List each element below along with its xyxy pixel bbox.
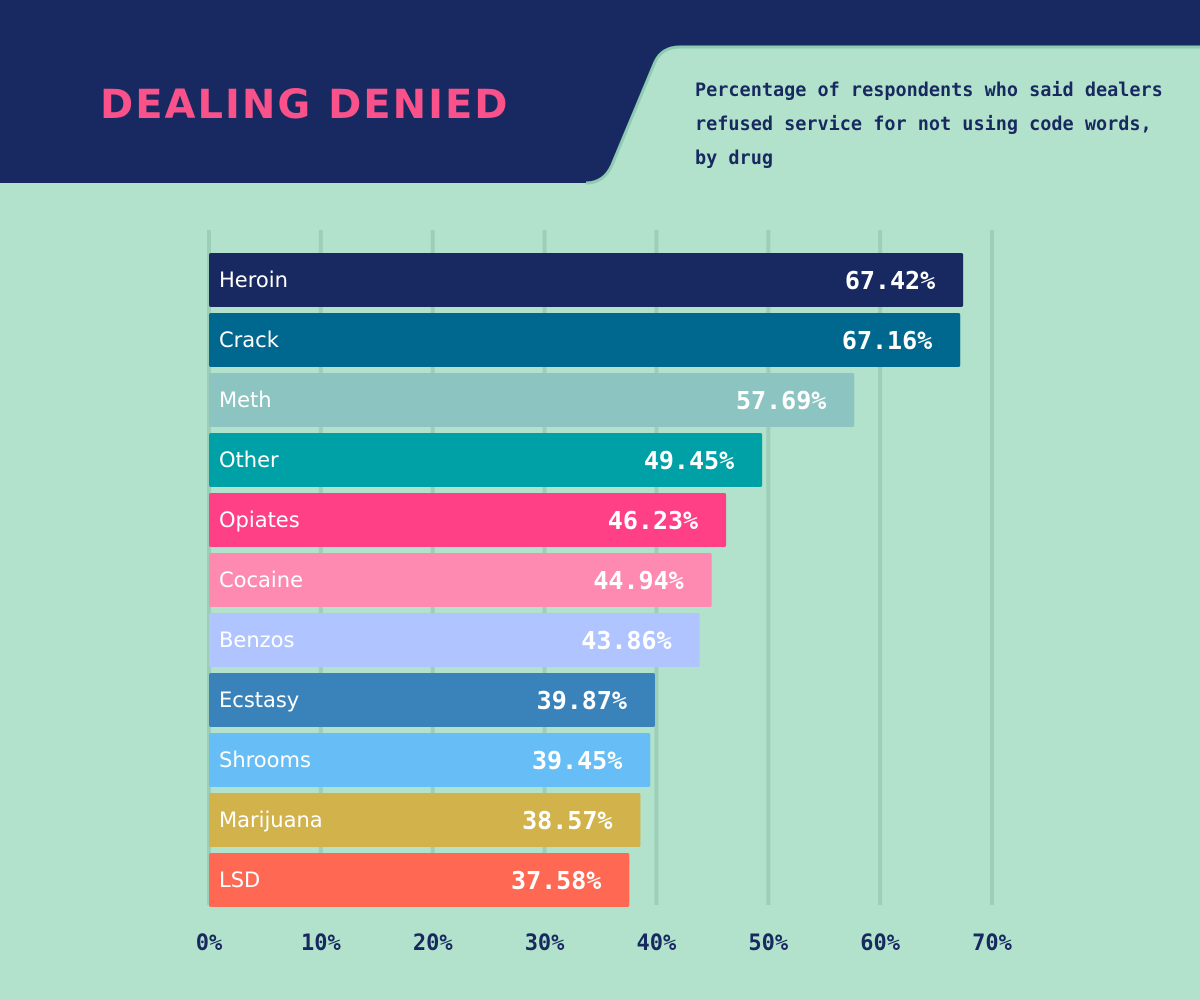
x-tick-label: 70%	[972, 931, 1012, 956]
x-tick-label: 60%	[860, 931, 900, 956]
bar-opiates	[209, 493, 727, 547]
x-tick-label: 30%	[525, 931, 565, 956]
bar-benzos	[209, 613, 700, 667]
bar-marijuana	[209, 793, 641, 847]
chart-title: DEALING DENIED	[100, 82, 510, 128]
bar-value-label: 46.23%	[608, 506, 698, 535]
bar-value-label: 57.69%	[736, 386, 826, 415]
x-tick-label: 0%	[196, 931, 223, 956]
bar-value-label: 44.94%	[593, 566, 683, 595]
bar-category-label: Opiates	[219, 508, 300, 532]
bar-category-label: Benzos	[219, 628, 294, 652]
bar-category-label: Ecstasy	[219, 688, 299, 712]
bar-shrooms	[209, 733, 651, 787]
bars: Heroin 67.42% Crack 67.16% Meth 57.69% Other 49…	[209, 253, 964, 907]
bar-other	[209, 433, 763, 487]
x-tick-label: 50%	[748, 931, 788, 956]
bar-value-label: 49.45%	[644, 446, 734, 475]
bar-category-label: Marijuana	[219, 808, 323, 832]
x-axis-ticks: 0% 10% 20% 30% 40% 50% 60% 70%	[196, 931, 1013, 956]
bar-value-label: 67.16%	[842, 326, 932, 355]
bar-category-label: Other	[219, 448, 279, 472]
bar-meth	[209, 373, 855, 427]
bar-category-label: Crack	[219, 328, 280, 352]
x-tick-label: 10%	[301, 931, 341, 956]
bar-category-label: LSD	[219, 868, 260, 892]
bar-ecstasy	[209, 673, 655, 727]
bar-category-label: Shrooms	[219, 748, 311, 772]
bar-crack	[209, 313, 961, 367]
bar-value-label: 39.45%	[532, 746, 622, 775]
bar-category-label: Heroin	[219, 268, 288, 292]
bar-value-label: 43.86%	[581, 626, 671, 655]
bar-value-label: 38.57%	[522, 806, 612, 835]
chart-subtitle: Percentage of respondents who said deale…	[695, 80, 1163, 169]
bar-value-label: 67.42%	[845, 266, 935, 295]
bar-category-label: Cocaine	[219, 568, 303, 592]
bar-cocaine	[209, 553, 712, 607]
bar-value-label: 39.87%	[537, 686, 627, 715]
bar-value-label: 37.58%	[511, 866, 601, 895]
x-tick-label: 40%	[637, 931, 677, 956]
bar-lsd	[209, 853, 630, 907]
x-tick-label: 20%	[413, 931, 453, 956]
bar-category-label: Meth	[219, 388, 272, 412]
bar-heroin	[209, 253, 964, 307]
